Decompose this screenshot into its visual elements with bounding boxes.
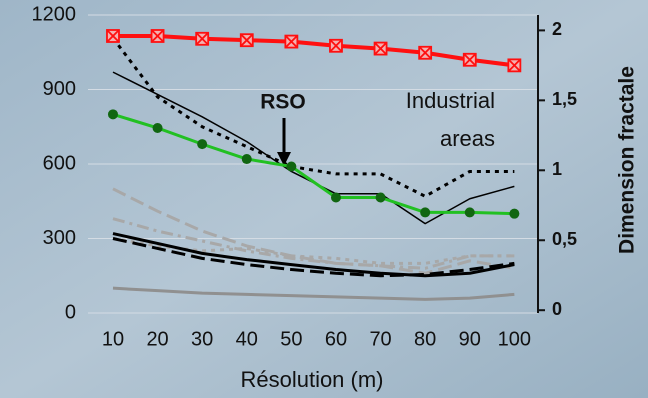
marker	[241, 34, 253, 46]
marker	[242, 154, 252, 164]
marker	[153, 123, 163, 133]
marker	[152, 30, 164, 42]
marker	[465, 207, 475, 217]
y2-tick-label: 1	[552, 159, 562, 179]
chart: Résolution (m) Dimension fractale RSO In…	[0, 0, 648, 398]
marker	[107, 30, 119, 42]
x-tick-label: 100	[498, 328, 531, 350]
y2-tick-label: 0,5	[552, 229, 577, 249]
y2-axis-title: Dimension fractale	[616, 66, 639, 254]
marker	[464, 54, 476, 66]
marker	[509, 209, 519, 219]
marker	[420, 207, 430, 217]
annotation: Industrial	[406, 88, 495, 113]
x-tick-label: 20	[146, 328, 168, 350]
marker	[197, 139, 207, 149]
x-tick-label: 50	[280, 328, 302, 350]
marker	[375, 43, 387, 55]
marker	[196, 33, 208, 45]
marker	[376, 193, 386, 203]
marker	[508, 59, 520, 71]
y-tick-label: 1200	[32, 3, 77, 25]
x-axis-title: Résolution (m)	[240, 367, 383, 392]
marker	[419, 47, 431, 59]
x-tick-label: 30	[191, 328, 213, 350]
y-tick-label: 600	[43, 152, 76, 174]
marker	[285, 36, 297, 48]
annotation: areas	[440, 126, 495, 151]
x-tick-label: 80	[414, 328, 436, 350]
marker	[331, 193, 341, 203]
y-tick-label: 900	[43, 78, 76, 100]
x-tick-label: 40	[236, 328, 258, 350]
x-tick-label: 90	[459, 328, 481, 350]
y2-tick-label: 1,5	[552, 89, 577, 109]
marker	[108, 109, 118, 119]
y2-tick-label: 0	[552, 299, 562, 319]
x-tick-label: 60	[325, 328, 347, 350]
marker	[286, 161, 296, 171]
y2-tick-label: 2	[552, 19, 562, 39]
annotation: RSO	[260, 91, 306, 114]
y-tick-label: 300	[43, 227, 76, 249]
y-tick-label: 0	[65, 301, 76, 323]
x-tick-label: 10	[102, 328, 124, 350]
marker	[330, 40, 342, 52]
x-tick-label: 70	[369, 328, 391, 350]
